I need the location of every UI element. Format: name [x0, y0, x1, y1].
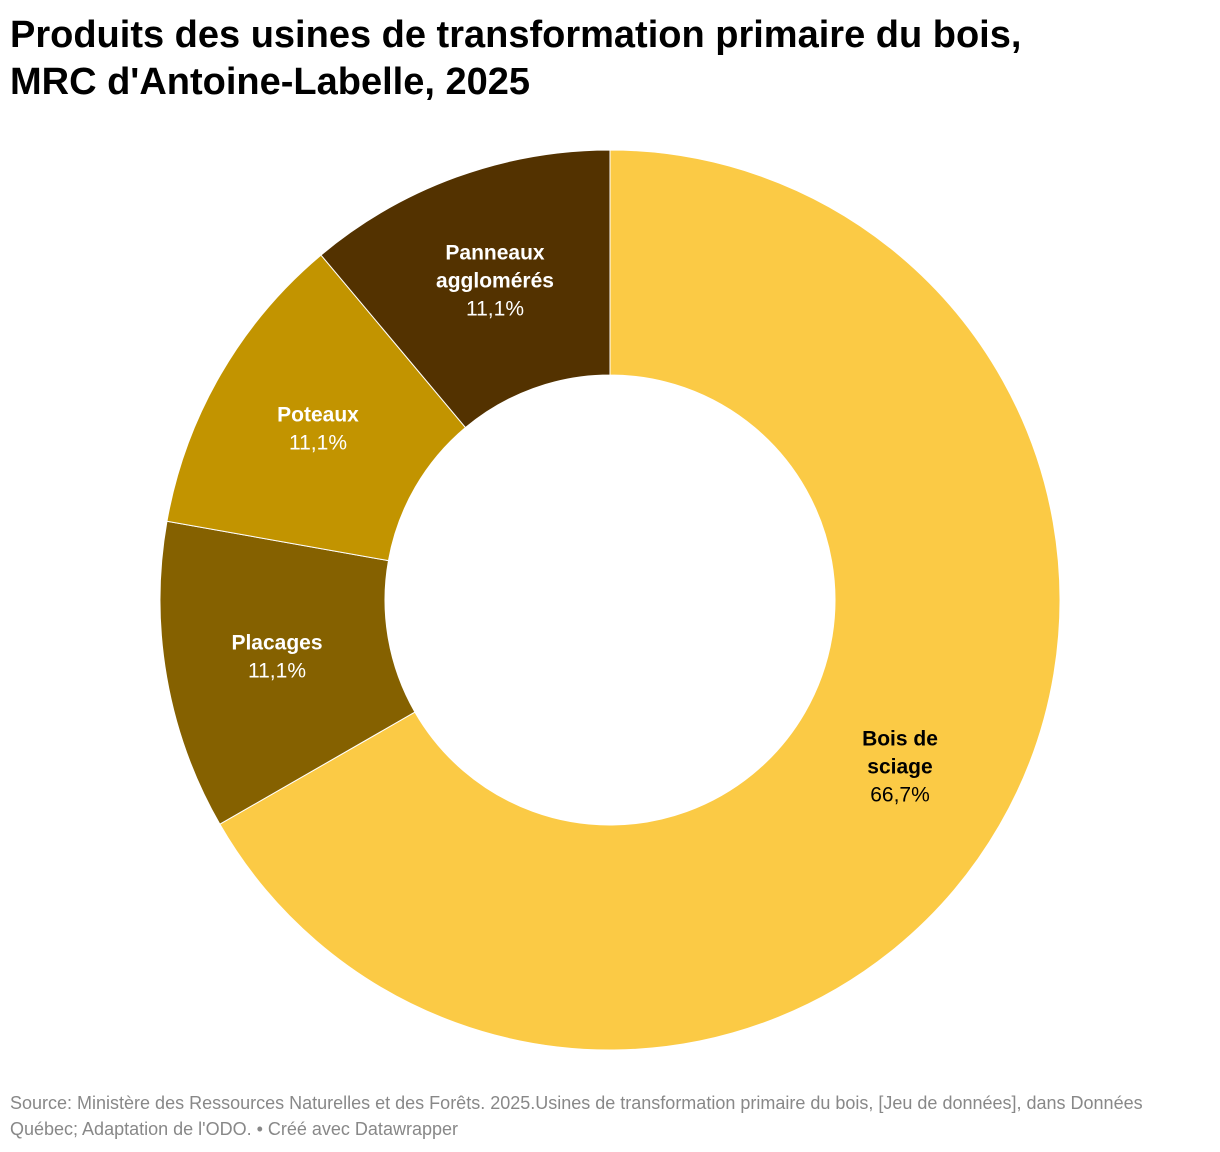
chart-title-line-1: Produits des usines de transformation pr… [10, 14, 1022, 56]
slice-label-name: Poteaux [277, 404, 359, 427]
slice-label-name: Panneaux [445, 242, 545, 265]
slice-label-name: Placages [231, 632, 322, 655]
donut-slice [159, 520, 416, 825]
slice-label-value: 11,1% [248, 660, 306, 683]
slice-label: Bois de sciage 66,7% [862, 728, 938, 807]
slice-label: Placages 11,1% [231, 632, 322, 683]
source-note: Source: Ministère des Ressources Naturel… [10, 1093, 1143, 1139]
slices-layer [159, 149, 1061, 1051]
labels-layer: Bois de sciage 66,7% Placages 11,1% Poteaux 11… [231, 242, 937, 807]
chart-title-line-2: MRC d'Antoine-Labelle, 2025 [10, 61, 531, 103]
slice-label-value: 11,1% [289, 432, 347, 455]
donut-slice [219, 149, 1061, 1051]
donut-slice [166, 254, 467, 562]
slice-label: Poteaux 11,1% [277, 404, 359, 455]
donut-slice [320, 149, 611, 429]
slice-label-name: agglomérés [436, 270, 554, 293]
slice-label-name: sciage [867, 756, 932, 779]
slice-label: Panneaux agglomérés 11,1% [436, 242, 554, 321]
chart-title: Produits des usines de transformation pr… [10, 12, 1200, 106]
slice-label-value: 66,7% [870, 784, 930, 807]
slice-label-name: Bois de [862, 728, 938, 751]
slice-label-value: 11,1% [466, 298, 524, 321]
